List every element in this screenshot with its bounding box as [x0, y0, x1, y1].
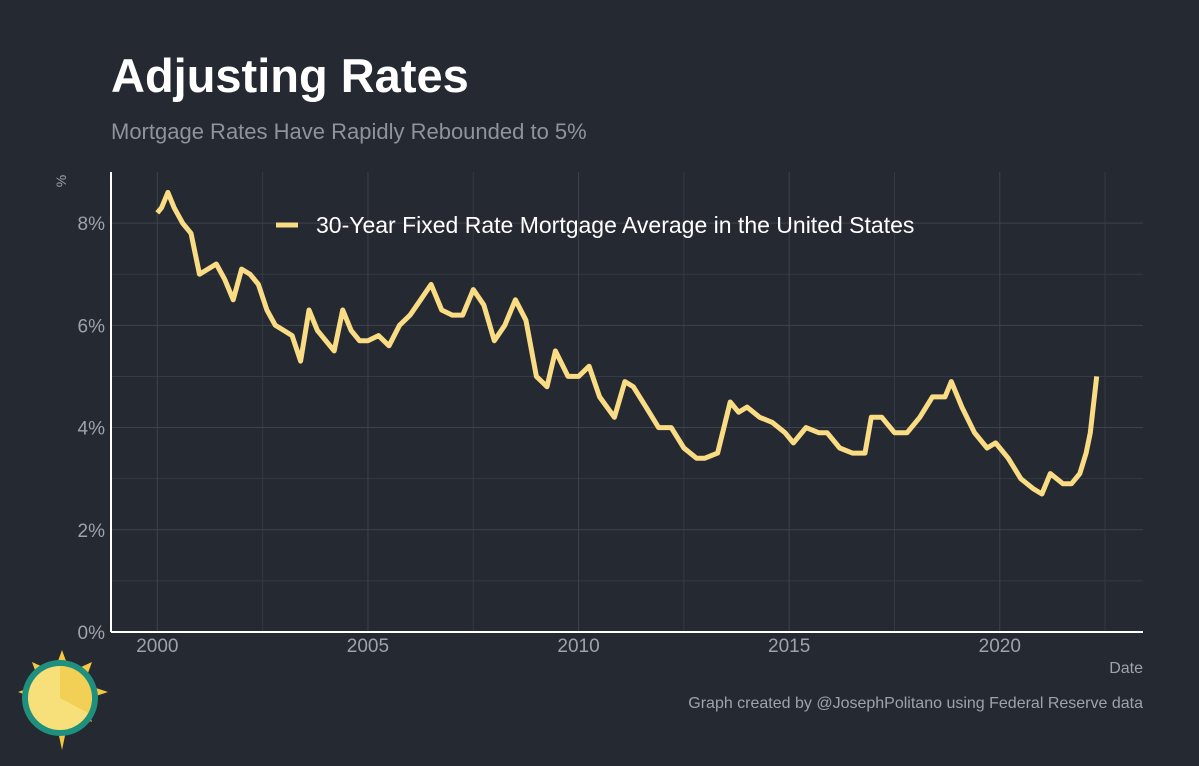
x-tick-label: 2000: [136, 636, 178, 657]
legend-label: 30-Year Fixed Rate Mortgage Average in t…: [316, 212, 914, 238]
caption: Graph created by @JosephPolitano using F…: [688, 695, 1143, 712]
y-tick-label: 6%: [78, 316, 106, 337]
y-axis-label: %: [53, 175, 69, 187]
chart-subtitle: Mortgage Rates Have Rapidly Rebounded to…: [111, 119, 587, 144]
y-tick-label: 0%: [78, 623, 106, 644]
x-tick-label: 2015: [768, 636, 810, 657]
logo: [18, 650, 108, 750]
y-tick-label: 2%: [78, 521, 106, 542]
x-tick-label: 2020: [979, 636, 1021, 657]
x-axis-label: Date: [1109, 660, 1143, 677]
x-tick-label: 2010: [557, 636, 599, 657]
chart-title: Adjusting Rates: [111, 49, 469, 102]
y-tick-label: 8%: [78, 214, 106, 235]
line: [155, 189, 1100, 497]
y-tick-label: 4%: [78, 419, 106, 440]
x-tick-label: 2005: [347, 636, 389, 657]
